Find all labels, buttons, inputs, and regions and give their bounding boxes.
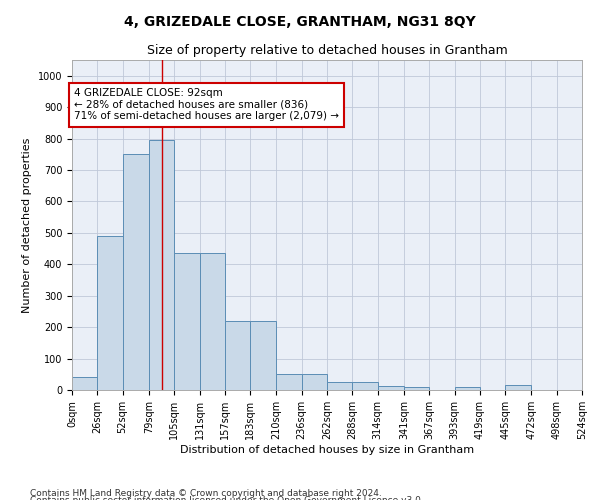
Bar — [250, 321, 277, 390]
Y-axis label: Number of detached properties: Number of detached properties — [22, 138, 32, 312]
Bar — [97, 236, 122, 390]
Text: 4, GRIZEDALE CLOSE, GRANTHAM, NG31 8QY: 4, GRIZEDALE CLOSE, GRANTHAM, NG31 8QY — [124, 15, 476, 29]
Bar — [327, 382, 352, 390]
Bar — [72, 378, 97, 390]
Bar — [505, 386, 532, 390]
Bar — [122, 154, 149, 390]
Bar — [404, 388, 429, 390]
Text: 4 GRIZEDALE CLOSE: 92sqm
← 28% of detached houses are smaller (836)
71% of semi-: 4 GRIZEDALE CLOSE: 92sqm ← 28% of detach… — [74, 88, 339, 122]
Bar — [455, 388, 480, 390]
Text: Contains public sector information licensed under the Open Government Licence v3: Contains public sector information licen… — [30, 496, 424, 500]
Bar — [377, 386, 404, 390]
Bar — [225, 321, 250, 390]
Bar — [199, 254, 225, 390]
X-axis label: Distribution of detached houses by size in Grantham: Distribution of detached houses by size … — [180, 444, 474, 454]
Bar — [302, 374, 327, 390]
Bar — [149, 140, 174, 390]
Bar — [174, 254, 200, 390]
Bar — [277, 374, 302, 390]
Text: Contains HM Land Registry data © Crown copyright and database right 2024.: Contains HM Land Registry data © Crown c… — [30, 488, 382, 498]
Bar — [352, 382, 377, 390]
Title: Size of property relative to detached houses in Grantham: Size of property relative to detached ho… — [146, 44, 508, 58]
